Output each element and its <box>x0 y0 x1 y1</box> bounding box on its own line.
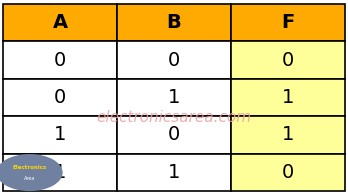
Bar <box>3 154 117 191</box>
Text: 1: 1 <box>168 163 180 182</box>
Bar <box>231 4 345 41</box>
Text: 0: 0 <box>54 88 66 107</box>
Bar <box>117 116 231 154</box>
Bar <box>117 79 231 116</box>
Circle shape <box>0 154 63 191</box>
Text: A: A <box>53 13 68 32</box>
Text: 1: 1 <box>282 88 294 107</box>
Text: 0: 0 <box>168 51 180 70</box>
Text: 1: 1 <box>168 88 180 107</box>
Bar <box>117 154 231 191</box>
Text: Area: Area <box>24 176 35 181</box>
Bar <box>117 4 231 41</box>
Bar <box>231 79 345 116</box>
Text: 1: 1 <box>54 163 66 182</box>
Bar <box>3 116 117 154</box>
Bar <box>231 41 345 79</box>
Bar <box>3 41 117 79</box>
Bar <box>117 41 231 79</box>
Text: 0: 0 <box>54 51 66 70</box>
Bar <box>231 116 345 154</box>
Text: 1: 1 <box>54 125 66 144</box>
Text: 0: 0 <box>282 51 294 70</box>
Text: electronicsarea.com: electronicsarea.com <box>96 110 252 124</box>
Text: 0: 0 <box>168 125 180 144</box>
Text: Electronics: Electronics <box>13 165 47 170</box>
Text: B: B <box>167 13 181 32</box>
Bar <box>3 4 117 41</box>
Text: 1: 1 <box>282 125 294 144</box>
Text: 0: 0 <box>282 163 294 182</box>
Bar <box>3 79 117 116</box>
Bar <box>231 154 345 191</box>
Text: F: F <box>281 13 294 32</box>
